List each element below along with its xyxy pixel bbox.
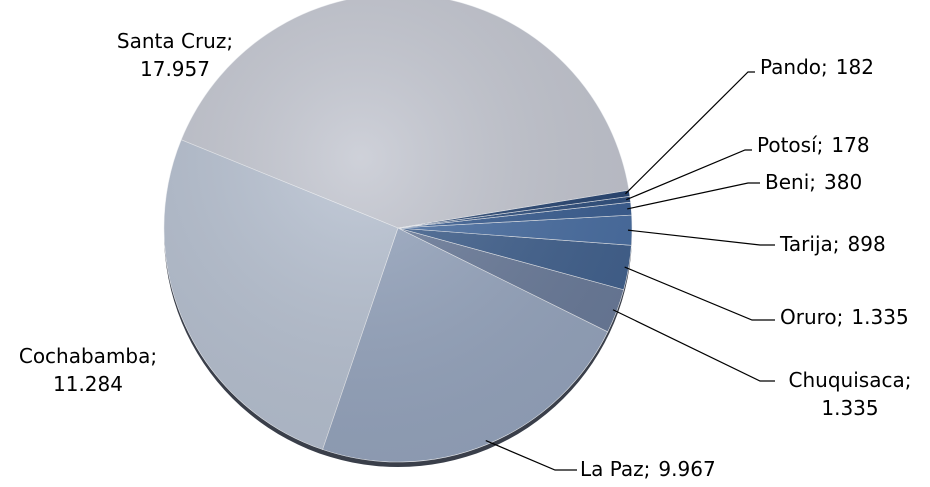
label-separator: ; <box>821 55 828 79</box>
label-category: Santa Cruz <box>117 29 226 53</box>
label-category: Beni <box>765 170 809 194</box>
label-category: Tarija <box>779 232 833 256</box>
leader-line <box>612 309 775 382</box>
label-value: 9.967 <box>658 457 715 481</box>
label-category: Oruro <box>780 305 837 329</box>
leader-line <box>626 149 752 201</box>
data-label: Cochabamba; 11.284 <box>19 344 157 396</box>
label-separator: ; <box>150 344 157 368</box>
data-label: Potosí; 178 <box>757 133 870 157</box>
label-value: 898 <box>848 232 886 256</box>
data-label: Tarija; 898 <box>779 232 886 256</box>
leader-line <box>625 71 755 195</box>
data-label: La Paz; 9.967 <box>580 457 716 481</box>
label-category: Chuquisaca <box>789 368 905 392</box>
data-label: Beni; 380 <box>765 170 862 194</box>
label-value: 380 <box>824 170 862 194</box>
label-separator: ; <box>833 232 840 256</box>
label-value: 17.957 <box>140 57 210 81</box>
data-label: Chuquisaca; 1.335 <box>789 368 912 420</box>
label-value: 182 <box>836 55 874 79</box>
label-category: Cochabamba <box>19 344 151 368</box>
label-value: 1.335 <box>851 305 908 329</box>
leader-line <box>627 182 760 210</box>
label-separator: ; <box>905 368 912 392</box>
label-value: 11.284 <box>53 372 123 396</box>
label-value: 178 <box>831 133 869 157</box>
data-label: Pando; 182 <box>760 55 874 79</box>
label-separator: ; <box>644 457 651 481</box>
label-separator: ; <box>817 133 824 157</box>
label-category: Potosí <box>757 133 818 157</box>
leader-line <box>485 440 577 471</box>
label-category: Pando <box>760 55 821 79</box>
data-label: Oruro; 1.335 <box>780 305 909 329</box>
label-separator: ; <box>809 170 816 194</box>
labels: Santa Cruz; 17.957 Cochabamba; 11.284 La Paz… <box>19 29 912 481</box>
data-label: Santa Cruz; 17.957 <box>117 29 233 81</box>
label-category: La Paz <box>580 457 644 481</box>
pie <box>163 0 633 463</box>
leader-line <box>624 266 775 321</box>
label-separator: ; <box>837 305 844 329</box>
label-value: 1.335 <box>821 396 878 420</box>
leader-line <box>627 229 775 246</box>
label-separator: ; <box>226 29 233 53</box>
